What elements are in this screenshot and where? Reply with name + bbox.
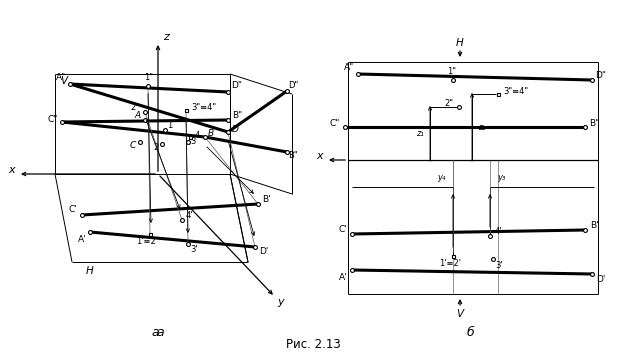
Text: V: V bbox=[60, 76, 68, 86]
Text: а: а bbox=[151, 326, 159, 339]
Bar bbox=[451, 254, 455, 258]
Text: 3"≡4": 3"≡4" bbox=[191, 103, 216, 113]
Text: x: x bbox=[9, 165, 15, 175]
Text: 2": 2" bbox=[130, 103, 139, 113]
Text: z: z bbox=[163, 32, 169, 42]
Bar bbox=[497, 93, 500, 95]
Text: z₂: z₂ bbox=[478, 122, 486, 132]
Text: y₃: y₃ bbox=[497, 174, 505, 182]
Text: y₄: y₄ bbox=[437, 174, 445, 182]
Text: V: V bbox=[456, 309, 463, 319]
Text: B': B' bbox=[261, 195, 270, 203]
Text: B": B" bbox=[288, 151, 298, 159]
Text: B: B bbox=[208, 130, 214, 138]
Text: A": A" bbox=[344, 63, 354, 71]
Text: D': D' bbox=[596, 275, 606, 283]
Text: а: а bbox=[156, 326, 164, 339]
Text: 2": 2" bbox=[445, 99, 453, 107]
Text: D": D" bbox=[288, 82, 298, 90]
Text: C": C" bbox=[330, 119, 340, 128]
Text: x: x bbox=[317, 151, 324, 161]
Text: z₁: z₁ bbox=[416, 130, 424, 138]
Text: 1": 1" bbox=[144, 74, 154, 82]
Text: 3': 3' bbox=[495, 260, 503, 270]
Text: 2: 2 bbox=[154, 143, 159, 151]
Text: A: A bbox=[135, 111, 141, 119]
Text: A": A" bbox=[56, 73, 66, 82]
Text: 1'≡2': 1'≡2' bbox=[136, 238, 158, 246]
Text: C': C' bbox=[68, 206, 77, 214]
Bar bbox=[189, 136, 191, 138]
Text: H: H bbox=[456, 38, 464, 48]
Text: 1": 1" bbox=[448, 68, 456, 76]
Text: 1'≡2': 1'≡2' bbox=[439, 259, 461, 269]
Bar bbox=[149, 233, 152, 235]
Text: B": B" bbox=[232, 112, 242, 120]
Text: C: C bbox=[130, 140, 136, 150]
Text: 1: 1 bbox=[167, 120, 172, 130]
Text: C": C" bbox=[48, 115, 58, 125]
Text: б: б bbox=[466, 326, 474, 339]
Text: 4: 4 bbox=[194, 131, 199, 139]
Text: D": D" bbox=[596, 70, 606, 80]
Text: A': A' bbox=[78, 234, 87, 244]
Text: 4': 4' bbox=[185, 212, 192, 220]
Text: Рис. 2.13: Рис. 2.13 bbox=[286, 338, 340, 351]
Text: 3"≡4": 3"≡4" bbox=[503, 88, 529, 96]
Text: 4': 4' bbox=[494, 226, 502, 235]
Bar bbox=[184, 108, 187, 112]
Text: A': A' bbox=[339, 272, 347, 282]
Text: B': B' bbox=[589, 221, 598, 231]
Text: 3: 3 bbox=[191, 138, 196, 146]
Text: D: D bbox=[231, 125, 238, 133]
Text: B": B" bbox=[589, 119, 599, 128]
Text: 3': 3' bbox=[190, 245, 198, 254]
Text: D': D' bbox=[260, 247, 269, 257]
Text: H: H bbox=[86, 266, 94, 276]
Text: D": D" bbox=[231, 82, 243, 90]
Text: C': C' bbox=[339, 225, 347, 233]
Text: y: y bbox=[278, 297, 284, 307]
